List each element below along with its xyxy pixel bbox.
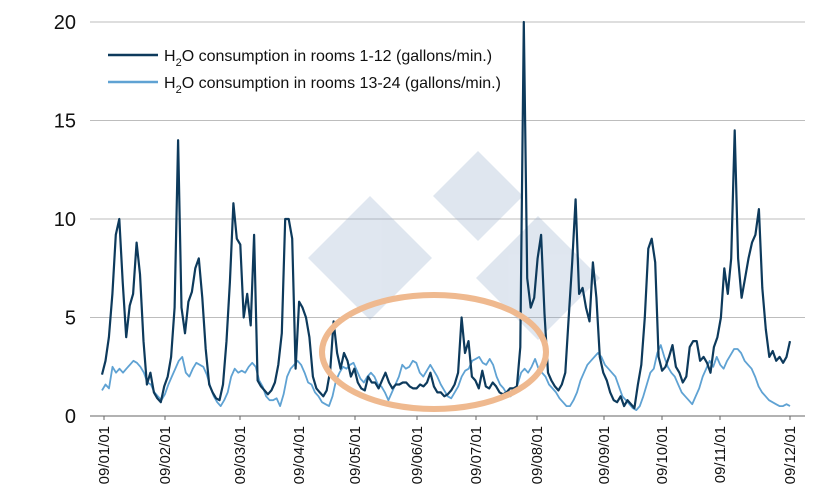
legend-entry-1: H2O consumption in rooms 1-12 (gallons/m… xyxy=(164,48,492,69)
x-tick-label: 09/04/01 xyxy=(291,426,308,484)
gridlines xyxy=(90,21,805,417)
watermark-diamond xyxy=(476,216,600,340)
y-tick-label: 20 xyxy=(54,12,76,34)
highlight-ellipse xyxy=(319,292,549,412)
x-tick-label: 09/03/01 xyxy=(232,426,249,484)
y-tick-label: 5 xyxy=(65,308,76,330)
x-tick-label: 09/08/01 xyxy=(529,426,546,484)
series-line-2 xyxy=(101,344,791,412)
x-tick-label: 09/02/01 xyxy=(157,426,174,484)
x-tick-label: 09/01/01 xyxy=(96,426,113,484)
legend: H2O consumption in rooms 1-12 (gallons/m… xyxy=(108,48,501,96)
x-axis-ticks: 09/01/01 09/02/01 09/03/01 09/04/01 09/05/01… xyxy=(96,416,799,484)
series-lines xyxy=(100,20,792,412)
x-tick-label: 09/07/01 xyxy=(468,426,485,484)
x-tick-label: 09/06/01 xyxy=(409,426,426,484)
y-axis-ticks: 0 5 10 15 20 xyxy=(54,12,76,428)
x-tick-label: 09/05/01 xyxy=(347,426,364,484)
legend-entry-2: H2O consumption in rooms 13-24 (gallons/… xyxy=(164,75,501,96)
y-tick-label: 10 xyxy=(54,209,76,231)
watermark-diamond xyxy=(308,196,432,320)
watermark-diamond xyxy=(433,151,523,241)
x-tick-label: 09/09/01 xyxy=(596,426,613,484)
y-tick-label: 0 xyxy=(65,406,76,428)
x-tick-label: 09/10/01 xyxy=(654,426,671,484)
x-tick-label: 09/12/01 xyxy=(782,426,799,484)
series-line-1 xyxy=(100,20,792,410)
y-tick-label: 15 xyxy=(54,111,76,133)
x-tick-label: 09/11/01 xyxy=(712,426,729,483)
